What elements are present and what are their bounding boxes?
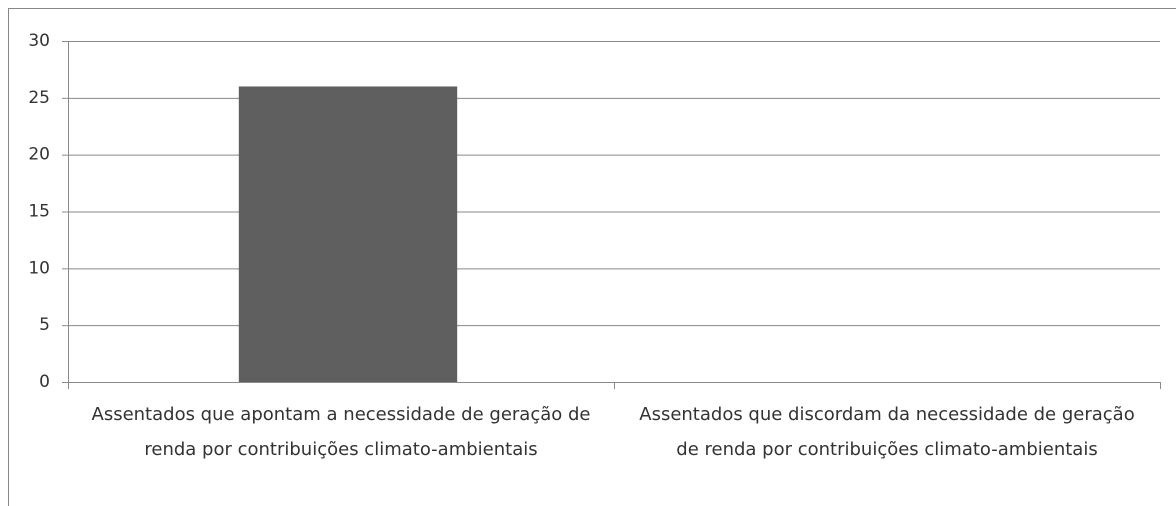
y-tick-label: 10: [28, 258, 50, 278]
x-tick-label: Assentados que discordam da necessidade …: [639, 404, 1135, 460]
bar: [238, 86, 458, 382]
y-tick-label: 15: [28, 202, 50, 222]
y-tick-label: 20: [28, 145, 50, 165]
y-tick-label: 30: [28, 31, 50, 51]
x-tick-label: Assentados que apontam a necessidade de …: [91, 404, 591, 460]
y-tick-label: 25: [28, 88, 50, 108]
y-tick-label: 0: [39, 372, 50, 392]
y-tick-label: 5: [39, 315, 50, 335]
